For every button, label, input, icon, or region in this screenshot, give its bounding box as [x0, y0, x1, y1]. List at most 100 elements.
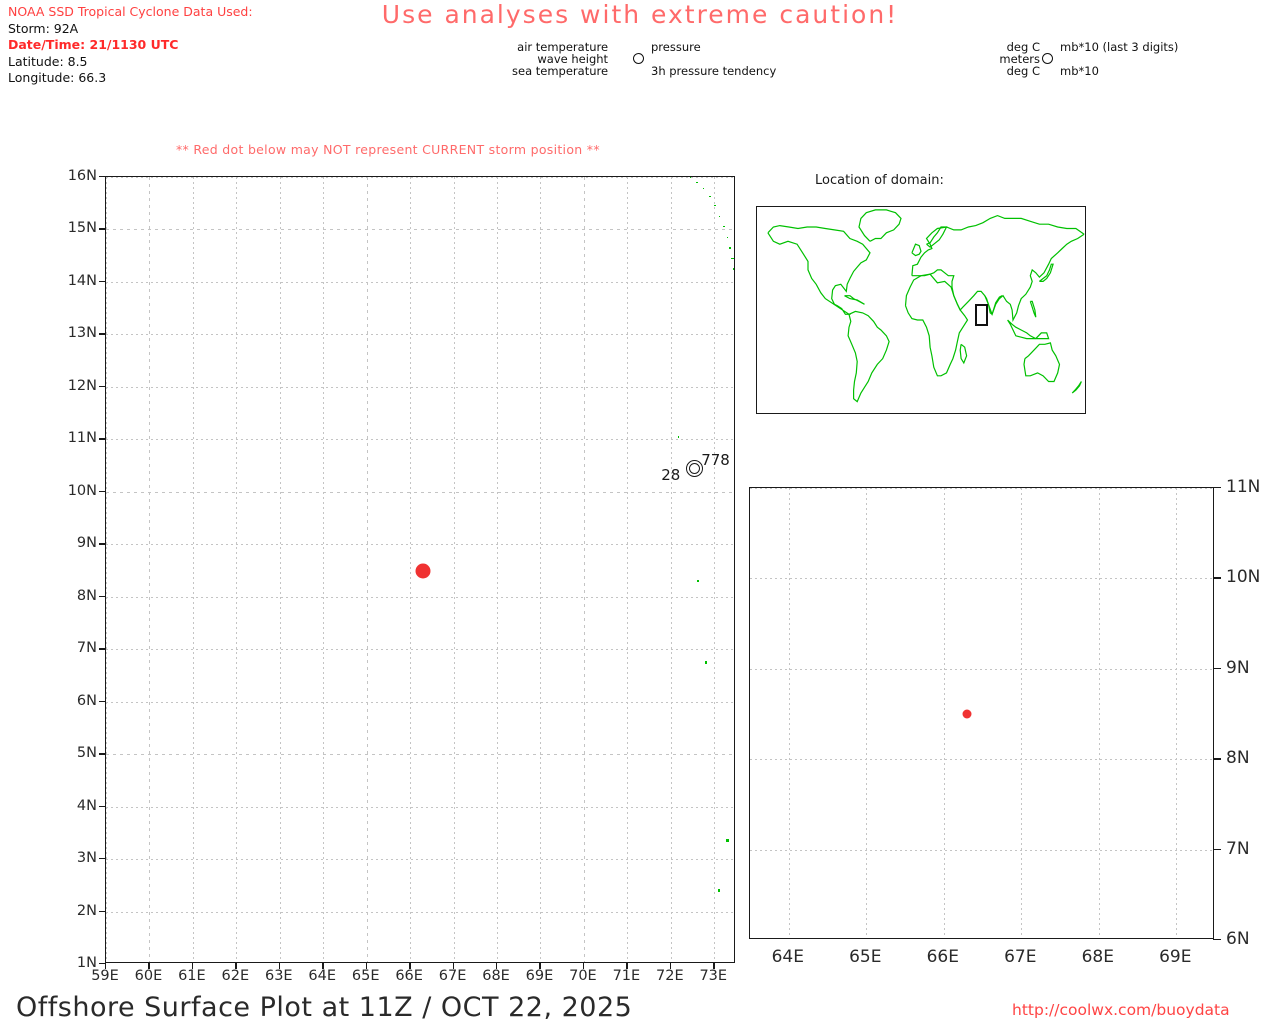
main-y-tick-mark: [99, 228, 106, 230]
main-gridline-vertical: [670, 177, 672, 962]
main-y-tick-mark: [99, 490, 106, 493]
main-x-tick-label: 66E: [395, 968, 423, 984]
zoom-x-tick-label: 67E: [1004, 947, 1037, 967]
coastline-path: [1039, 263, 1054, 282]
coastline-path: [911, 243, 922, 257]
zoom-y-tick-mark: [1213, 848, 1221, 850]
main-gridline-horizontal: [106, 754, 734, 756]
coastline-feature: [723, 226, 725, 228]
main-x-tick-mark: [191, 962, 194, 969]
storm-latitude-label: Latitude: 8.5: [8, 53, 88, 69]
coastline-path: [1023, 342, 1061, 383]
units-right-line-0: mb*10 (last 3 digits): [1060, 40, 1179, 54]
main-gridline-horizontal: [106, 859, 734, 861]
coastline-path: [926, 226, 948, 248]
main-x-tick-mark: [365, 962, 368, 969]
coastline-path: [767, 224, 871, 315]
main-y-tick-label: 12N: [67, 377, 97, 394]
legend-left-line-2: sea temperature: [512, 64, 609, 79]
main-x-tick-label: 64E: [308, 968, 337, 984]
main-y-tick-mark: [99, 595, 106, 598]
main-y-tick-mark: [99, 963, 106, 965]
main-map-panel: 28 778: [105, 176, 735, 963]
main-y-tick-mark: [99, 700, 106, 703]
domain-highlight-box: [974, 304, 988, 326]
zoom-x-tick-label: 69E: [1159, 947, 1192, 967]
zoom-x-tick-label: 68E: [1081, 947, 1114, 967]
coastline-feature: [696, 181, 698, 183]
coastline-path: [904, 273, 969, 377]
coastline-feature: [732, 267, 734, 270]
main-y-tick-label: 15N: [67, 220, 97, 237]
main-y-tick-label: 11N: [67, 430, 97, 447]
storm-datetime-label: Date/Time: 21/1130 UTC: [8, 37, 179, 53]
main-x-tick-label: 60E: [134, 968, 163, 984]
main-y-tick-label: 5N: [76, 745, 97, 762]
zoom-y-tick-label: 10N: [1226, 567, 1261, 588]
main-x-tick-mark: [669, 962, 672, 969]
main-x-tick-mark: [582, 962, 585, 969]
main-gridline-horizontal: [106, 649, 734, 651]
storm-position-dot-zoom: [962, 709, 972, 719]
main-x-tick-label: 71E: [612, 968, 641, 984]
main-x-tick-mark: [409, 962, 411, 969]
main-x-tick-mark: [148, 962, 150, 969]
main-gridline-vertical: [192, 177, 194, 962]
main-y-tick-label: 2N: [76, 902, 97, 919]
main-gridline-vertical: [236, 177, 238, 962]
zoom-y-tick-mark: [1213, 758, 1221, 760]
storm-id-label: Storm: 92A: [8, 20, 79, 36]
station-model-legend-left: air temperature wave height sea temperatur…: [512, 41, 608, 78]
zoom-gridline-vertical: [1021, 488, 1023, 938]
main-x-tick-label: 67E: [438, 968, 467, 984]
units-left-line-1: meters: [999, 52, 1040, 67]
main-gridline-horizontal: [106, 386, 734, 388]
main-gridline-horizontal: [106, 281, 734, 283]
main-x-tick-mark: [278, 962, 281, 969]
main-x-tick-mark: [496, 962, 498, 969]
zoom-gridline-vertical: [788, 488, 790, 938]
main-gridline-vertical: [106, 177, 107, 962]
zoom-gridline-horizontal: [750, 849, 1213, 851]
storm-position-dot: [415, 563, 431, 578]
main-gridline-horizontal: [106, 334, 734, 336]
main-y-tick-label: 4N: [76, 797, 97, 814]
zoom-y-tick-label: 6N: [1226, 929, 1250, 949]
station-air-temperature: 28: [661, 465, 681, 484]
legend-circle-icon: [633, 53, 644, 64]
main-gridline-horizontal: [106, 491, 734, 493]
main-gridline-vertical: [279, 177, 281, 962]
main-gridline-horizontal: [106, 701, 734, 703]
main-y-tick-label: 1N: [76, 955, 97, 971]
caution-banner: Use analyses with extreme caution!: [381, 0, 899, 29]
main-x-tick-label: 72E: [656, 968, 684, 984]
main-gridline-horizontal: [106, 229, 734, 231]
main-gridline-horizontal: [106, 911, 734, 913]
source-url: http://coolwx.com/buoydata: [1012, 1001, 1230, 1019]
legend-right-line-2: 3h pressure tendency: [651, 64, 777, 79]
main-x-tick-label: 59E: [91, 968, 119, 984]
main-x-tick-mark: [713, 962, 715, 969]
main-x-tick-mark: [105, 962, 107, 969]
noaa-source-line: NOAA SSD Tropical Cyclone Data Used:: [8, 4, 253, 19]
main-gridline-horizontal: [106, 806, 734, 808]
main-y-tick-mark: [99, 910, 106, 912]
main-y-tick-mark: [99, 648, 106, 650]
zoom-gridline-horizontal: [750, 578, 1213, 580]
main-y-tick-mark: [99, 280, 106, 283]
coastline-feature: [718, 215, 721, 217]
main-y-tick-mark: [99, 385, 106, 388]
units-left-line-2: deg C: [1006, 64, 1040, 79]
units-right-line-2: mb*10: [1060, 64, 1099, 79]
coastline-path: [847, 310, 890, 403]
main-gridline-vertical: [583, 177, 585, 962]
main-gridline-vertical: [366, 177, 368, 962]
coastline-feature: [689, 177, 692, 178]
zoom-y-tick-label: 9N: [1226, 657, 1250, 678]
units-circle-icon: [1042, 53, 1053, 64]
units-left-line-0: deg C: [1006, 40, 1040, 54]
main-y-tick-label: 7N: [76, 640, 97, 657]
coastline-feature: [731, 257, 734, 260]
world-coastline-icon: [767, 209, 1085, 403]
